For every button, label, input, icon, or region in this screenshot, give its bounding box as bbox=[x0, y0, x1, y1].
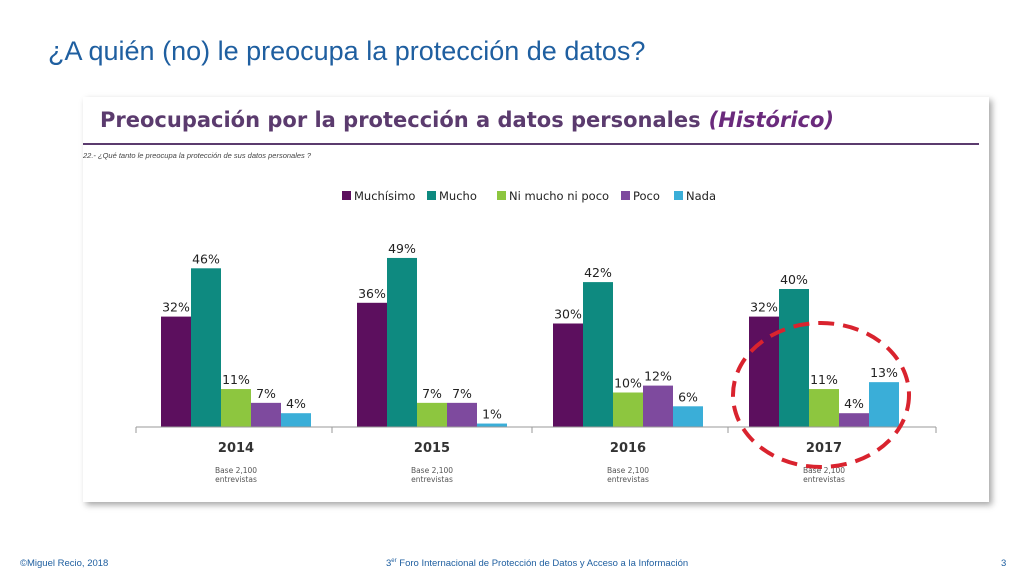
slide-title: ¿A quién (no) le preocupa la protección … bbox=[48, 36, 646, 66]
bar-2014-muchisimo bbox=[161, 316, 191, 427]
survey-question: 22.- ¿Qué tanto le preocupa la protecció… bbox=[83, 151, 312, 160]
chart-title-suffix: (Histórico) bbox=[709, 108, 834, 132]
data-label-2016-ni-mucho-ni-poco: 10% bbox=[614, 376, 642, 391]
data-label-2016-nada: 6% bbox=[678, 389, 698, 404]
base-note-2015-2: entrevistas bbox=[411, 475, 453, 484]
legend-swatch-poco bbox=[621, 191, 630, 200]
title-underline bbox=[83, 143, 979, 145]
chart-panel: Preocupación por la protección a datos p… bbox=[83, 97, 989, 502]
x-tick-label-2014: 2014 bbox=[218, 441, 254, 456]
legend-label-ni-mucho-ni-poco: Ni mucho ni poco bbox=[509, 189, 609, 203]
data-label-2014-muchisimo: 32% bbox=[162, 300, 190, 315]
data-label-2015-nada: 1% bbox=[482, 407, 502, 422]
x-tick-label-2016: 2016 bbox=[610, 441, 646, 456]
legend-swatch-ni-mucho-ni-poco bbox=[497, 191, 506, 200]
data-label-2015-mucho: 49% bbox=[388, 241, 416, 256]
bar-2015-mucho bbox=[387, 257, 417, 427]
footer-event-number: 3 bbox=[386, 558, 392, 570]
data-label-2017-ni-mucho-ni-poco: 11% bbox=[810, 372, 838, 387]
bar-2015-ni-mucho-ni-poco bbox=[417, 402, 447, 427]
data-label-2017-nada: 13% bbox=[870, 365, 898, 380]
legend-label-muchisimo: Muchísimo bbox=[354, 189, 415, 203]
base-note-2015-1: Base 2,100 bbox=[411, 466, 453, 475]
footer-event-ordinal: er bbox=[391, 558, 397, 564]
x-tick-label-2017: 2017 bbox=[806, 441, 842, 456]
legend-swatch-nada bbox=[674, 191, 683, 200]
footer-event-name: Foro Internacional de Protección de Dato… bbox=[396, 558, 689, 570]
chart-legend: Muchísimo Mucho Ni mucho ni poco Poco Nada bbox=[342, 189, 716, 203]
footer-event: 3er Foro Internacional de Protección de … bbox=[386, 558, 688, 569]
bar-chart: Preocupación por la protección a datos p… bbox=[83, 108, 979, 484]
base-note-2014-1: Base 2,100 bbox=[215, 466, 257, 475]
chart-title-main: Preocupación por la protección a datos p… bbox=[100, 108, 701, 132]
base-note-2017-1: Base 2,100 bbox=[803, 466, 845, 475]
legend-label-nada: Nada bbox=[686, 189, 716, 203]
data-label-2016-mucho: 42% bbox=[584, 265, 612, 280]
bar-2014-poco bbox=[251, 402, 281, 427]
data-label-2017-mucho: 40% bbox=[780, 272, 808, 287]
base-note-2016-2: entrevistas bbox=[607, 475, 649, 484]
bar-2017-nada bbox=[869, 382, 899, 427]
data-label-2015-poco: 7% bbox=[452, 386, 472, 401]
bar-2015-poco bbox=[447, 402, 477, 427]
data-label-2017-muchisimo: 32% bbox=[750, 300, 778, 315]
bar-2015-muchisimo bbox=[357, 302, 387, 427]
bar-2017-ni-mucho-ni-poco bbox=[809, 389, 839, 427]
base-note-2016-1: Base 2,100 bbox=[607, 466, 649, 475]
highlight-ellipse bbox=[731, 321, 911, 469]
bar-2014-mucho bbox=[191, 268, 221, 427]
bar-2016-mucho bbox=[583, 282, 613, 427]
bar-2017-poco bbox=[839, 413, 869, 427]
data-label-2016-poco: 12% bbox=[644, 369, 672, 384]
data-label-2014-poco: 7% bbox=[256, 386, 276, 401]
bar-2014-nada bbox=[281, 413, 311, 427]
legend-label-poco: Poco bbox=[633, 189, 660, 203]
data-label-2016-muchisimo: 30% bbox=[554, 307, 582, 322]
x-tick-label-2015: 2015 bbox=[414, 441, 450, 456]
bar-2016-nada bbox=[673, 406, 703, 427]
footer-copyright: ©Miguel Recio, 2018 bbox=[20, 558, 109, 569]
data-label-2015-ni-mucho-ni-poco: 7% bbox=[422, 386, 442, 401]
bar-2014-ni-mucho-ni-poco bbox=[221, 389, 251, 427]
base-note-2017-2: entrevistas bbox=[803, 475, 845, 484]
legend-label-mucho: Mucho bbox=[439, 189, 477, 203]
base-note-2014-2: entrevistas bbox=[215, 475, 257, 484]
page-number: 3 bbox=[1001, 558, 1007, 569]
data-label-2014-ni-mucho-ni-poco: 11% bbox=[222, 372, 250, 387]
bar-2016-ni-mucho-ni-poco bbox=[613, 392, 643, 427]
data-label-2015-muchisimo: 36% bbox=[358, 286, 386, 301]
bar-2016-muchisimo bbox=[553, 323, 583, 427]
legend-swatch-muchisimo bbox=[342, 191, 351, 200]
data-label-2014-nada: 4% bbox=[286, 396, 306, 411]
legend-swatch-mucho bbox=[427, 191, 436, 200]
bar-2017-mucho bbox=[779, 289, 809, 427]
bar-2016-poco bbox=[643, 385, 673, 427]
bar-2015-nada bbox=[477, 423, 507, 427]
data-label-2017-poco: 4% bbox=[844, 396, 864, 411]
chart-title: Preocupación por la protección a datos p… bbox=[100, 108, 834, 132]
data-label-2014-mucho: 46% bbox=[192, 251, 220, 266]
